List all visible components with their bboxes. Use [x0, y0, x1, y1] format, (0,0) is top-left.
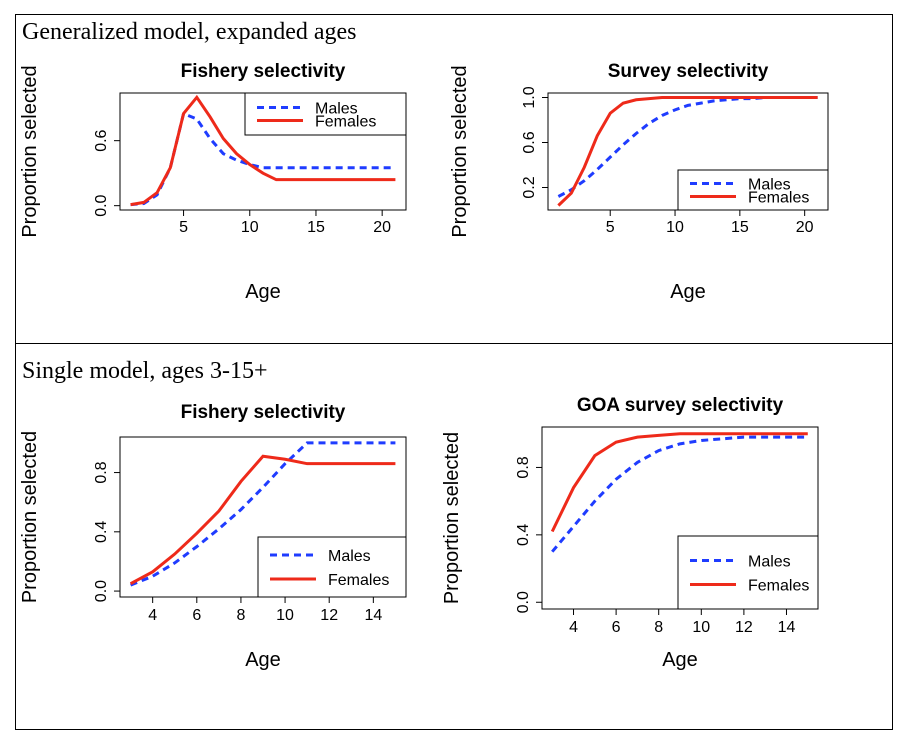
series-line	[130, 441, 396, 587]
y-tick-label: 0.4	[515, 524, 532, 546]
x-axis-label: Age	[670, 281, 706, 303]
y-tick-label: 0.4	[93, 521, 110, 543]
x-tick-label: 14	[778, 619, 796, 636]
series-line	[551, 435, 808, 553]
legend-label: Females	[748, 578, 809, 595]
x-tick-label: 8	[236, 607, 245, 624]
x-tick-label: 4	[569, 619, 578, 636]
x-tick-label: 12	[320, 607, 338, 624]
y-axis-label: Proportion selected	[19, 431, 41, 603]
legend-label: Males	[315, 101, 358, 118]
x-tick-label: 20	[373, 219, 391, 236]
y-axis-label: Proportion selected	[441, 432, 463, 604]
x-tick-label: 10	[241, 219, 259, 236]
x-tick-label: 6	[612, 619, 621, 636]
chart: Fishery selectivity Age Proportion selecte…	[19, 61, 407, 303]
x-axis-label: Age	[662, 649, 698, 671]
legend-label: Males	[328, 548, 371, 565]
legend-label: Males	[748, 177, 791, 194]
x-tick-label: 10	[666, 219, 684, 236]
series-line	[129, 454, 396, 585]
x-axis-label: Age	[245, 281, 281, 303]
x-tick-label: 20	[796, 219, 814, 236]
x-tick-label: 5	[179, 219, 188, 236]
x-tick-label: 15	[307, 219, 325, 236]
chart-title: GOA survey selectivity	[577, 395, 784, 416]
x-tick-label: 10	[692, 619, 710, 636]
y-tick-label: 0.2	[521, 176, 538, 198]
x-tick-label: 8	[654, 619, 663, 636]
y-axis-label: Proportion selected	[19, 65, 41, 237]
legend-box	[257, 536, 407, 598]
legend-label: Females	[748, 190, 809, 207]
x-tick-label: 4	[148, 607, 157, 624]
y-tick-label: 0.6	[521, 131, 538, 153]
y-tick-label: 0.0	[93, 580, 110, 602]
chart-title: Fishery selectivity	[181, 61, 346, 82]
y-tick-label: 0.8	[515, 456, 532, 478]
x-tick-label: 5	[606, 219, 615, 236]
y-tick-label: 0.8	[93, 461, 110, 483]
y-tick-label: 1.0	[521, 86, 538, 108]
chart-title: Survey selectivity	[608, 61, 769, 82]
legend-label: Females	[328, 572, 389, 589]
x-tick-label: 10	[276, 607, 294, 624]
series-line	[550, 432, 808, 533]
y-tick-label: 0.0	[515, 591, 532, 613]
x-tick-label: 14	[364, 607, 382, 624]
legend-label: Males	[748, 554, 791, 571]
legend-box	[677, 535, 819, 610]
legend-label: Females	[315, 114, 376, 131]
section-heading: Generalized model, expanded ages	[22, 19, 357, 45]
x-axis-label: Age	[245, 649, 281, 671]
y-tick-label: 0.6	[93, 129, 110, 151]
chart: Fishery selectivity Age Proportion selecte…	[19, 402, 407, 671]
x-tick-label: 6	[192, 607, 201, 624]
series-line	[130, 94, 396, 207]
y-axis-label: Proportion selected	[449, 65, 471, 237]
chart: Survey selectivity Age Proportion selected…	[449, 61, 829, 303]
legend-box	[244, 92, 407, 136]
series-line	[557, 96, 818, 207]
x-tick-label: 12	[735, 619, 753, 636]
chart-title: Fishery selectivity	[181, 402, 346, 423]
y-tick-label: 0.0	[93, 194, 110, 216]
x-tick-label: 15	[731, 219, 749, 236]
chart: GOA survey selectivity Age Proportion sele…	[441, 395, 819, 671]
section-heading: Single model, ages 3-15+	[22, 358, 268, 384]
legend-box	[677, 169, 829, 211]
